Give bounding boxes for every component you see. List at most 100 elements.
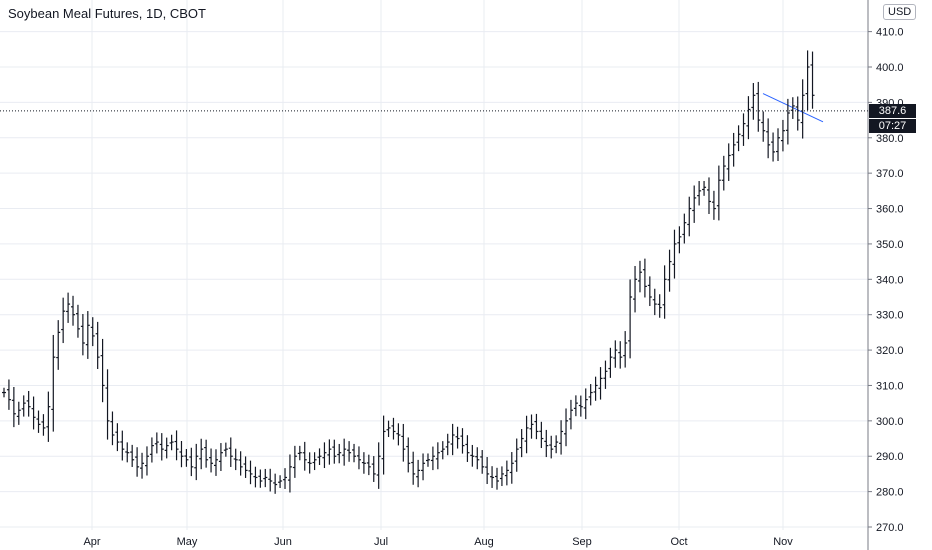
ohlc-bar (628, 279, 633, 359)
ohlc-bar (780, 119, 785, 152)
ohlc-bar (519, 429, 524, 458)
ohlc-bar (672, 229, 677, 279)
ohlc-bar (746, 96, 751, 140)
ohlc-bar (332, 439, 337, 464)
ohlc-bar (539, 421, 544, 449)
ohlc-bar (401, 423, 406, 462)
ohlc-bar (159, 433, 164, 461)
ohlc-bar (697, 181, 702, 206)
ohlc-bar (26, 390, 31, 417)
chart-title: Soybean Meal Futures, 1D, CBOT (8, 6, 206, 21)
ohlc-bar (578, 395, 583, 417)
y-tick-label: 280.0 (876, 487, 904, 499)
ohlc-bar (233, 448, 238, 471)
ohlc-bar (366, 454, 371, 476)
ohlc-bar (144, 446, 149, 476)
ohlc-bar (667, 249, 672, 292)
ohlc-bar (583, 388, 588, 420)
ohlc-bar (588, 384, 593, 406)
ohlc-bar (810, 51, 815, 109)
ohlc-bar (726, 143, 731, 181)
y-tick-label: 320.0 (876, 345, 904, 357)
ohlc-bar (283, 468, 288, 489)
ohlc-bar (302, 441, 307, 471)
ohlc-bar (514, 438, 519, 472)
ohlc-bar (391, 417, 396, 440)
ohlc-bar (16, 401, 21, 425)
y-tick-label: 270.0 (876, 522, 904, 534)
ohlc-bar (194, 443, 199, 481)
y-tick-label: 290.0 (876, 451, 904, 463)
ohlc-bar (785, 98, 790, 145)
price-axis[interactable]: 410.0400.0390.0380.0370.0360.0350.0340.0… (868, 27, 904, 534)
ohlc-bar (564, 408, 569, 447)
time-axis[interactable]: Apr May Jun Jul Aug Sep Oct Nov (83, 536, 793, 548)
ohlc-bar (776, 128, 781, 162)
y-tick-label: 400.0 (876, 62, 904, 74)
ohlc-bar (209, 448, 214, 473)
ohlc-bar (741, 113, 746, 146)
ohlc-bar (687, 196, 692, 237)
ohlc-bar (278, 475, 283, 488)
ohlc-bar (75, 304, 80, 338)
y-tick-label: 330.0 (876, 310, 904, 322)
ohlc-bar (573, 395, 578, 417)
ohlc-bar (440, 441, 445, 460)
ohlc-bar (425, 453, 430, 467)
ohlc-bar (711, 190, 716, 220)
ohlc-bar (637, 260, 642, 293)
ohlc-bar (85, 311, 90, 359)
ohlc-bar (618, 341, 623, 369)
ohlc-bar (702, 180, 707, 196)
ohlc-bar (652, 288, 657, 316)
ohlc-bar (411, 451, 416, 485)
ohlc-bar (204, 439, 209, 468)
ohlc-bar (480, 450, 485, 474)
ohlc-bar (71, 295, 76, 326)
ohlc-bar (356, 446, 361, 470)
ohlc-bar (756, 81, 761, 132)
ohlc-bar (90, 317, 95, 347)
ohlc-bar (342, 438, 347, 466)
ohlc-bar (534, 413, 539, 440)
ohlc-bar (416, 459, 421, 488)
ohlc-bar (795, 96, 800, 131)
ohlc-bar (470, 444, 475, 467)
ohlc-bar (721, 155, 726, 191)
countdown-tag: 07:27 (869, 118, 916, 133)
ohlc-bar (179, 440, 184, 468)
ohlc-bar (263, 468, 268, 488)
ohlc-bar (396, 423, 401, 446)
ohlc-bar (706, 177, 711, 214)
ohlc-bar (61, 297, 66, 344)
ohlc-bar (337, 443, 342, 464)
currency-button[interactable]: USD (883, 4, 917, 20)
ohlc-bar (149, 437, 154, 463)
ohlc-bar (559, 420, 564, 455)
ohlc-bar (568, 399, 573, 430)
ohlc-bar (608, 347, 613, 378)
ohlc-bar (376, 442, 381, 489)
y-tick-label: 300.0 (876, 416, 904, 428)
ohlc-bar (381, 415, 386, 475)
ohlc-bar (529, 414, 534, 439)
y-tick-label: 350.0 (876, 239, 904, 251)
ohlc-bar (140, 452, 145, 479)
ohlc-bar (455, 426, 460, 449)
ohlc-bar (485, 457, 490, 485)
ohlc-bar (613, 340, 618, 368)
ohlc-bar (450, 423, 455, 456)
ohlc-bar (2, 387, 6, 398)
ohlc-bar (647, 276, 652, 307)
ohlc-bar (268, 468, 273, 492)
ohlc-bar (174, 430, 179, 461)
ohlc-bar (6, 379, 11, 410)
ohlc-bar (130, 444, 135, 467)
ohlc-bar (41, 414, 46, 436)
ohlc-bar (80, 314, 85, 356)
ohlc-bar (805, 50, 810, 111)
ohlc-bar (751, 83, 756, 120)
ohlc-bar (736, 125, 741, 152)
ohlc-bar (292, 445, 297, 478)
